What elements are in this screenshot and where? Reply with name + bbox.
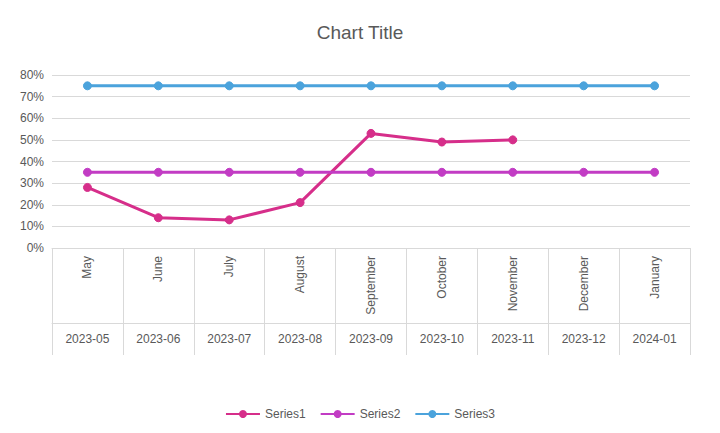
svg-text:2023-06: 2023-06 xyxy=(136,332,180,346)
svg-text:2024-01: 2024-01 xyxy=(633,332,677,346)
svg-text:10%: 10% xyxy=(20,219,44,233)
svg-text:October: October xyxy=(435,256,449,299)
svg-text:20%: 20% xyxy=(20,198,44,212)
svg-text:December: December xyxy=(577,256,591,311)
svg-text:September: September xyxy=(364,256,378,315)
svg-text:June: June xyxy=(151,256,165,282)
svg-text:August: August xyxy=(293,255,307,293)
svg-text:Series2: Series2 xyxy=(360,407,401,421)
svg-text:Chart Title: Chart Title xyxy=(317,22,404,43)
svg-text:0%: 0% xyxy=(27,241,45,255)
svg-text:60%: 60% xyxy=(20,111,44,125)
svg-text:2023-08: 2023-08 xyxy=(278,332,322,346)
svg-text:2023-09: 2023-09 xyxy=(349,332,393,346)
svg-text:40%: 40% xyxy=(20,155,44,169)
svg-text:May: May xyxy=(80,256,94,279)
svg-text:2023-07: 2023-07 xyxy=(207,332,251,346)
svg-text:50%: 50% xyxy=(20,133,44,147)
svg-text:70%: 70% xyxy=(20,90,44,104)
svg-text:July: July xyxy=(222,256,236,277)
svg-text:January: January xyxy=(648,256,662,299)
svg-text:2023-11: 2023-11 xyxy=(491,332,534,346)
svg-text:2023-05: 2023-05 xyxy=(65,332,109,346)
svg-text:Series1: Series1 xyxy=(265,407,306,421)
svg-text:Series3: Series3 xyxy=(454,407,495,421)
svg-text:November: November xyxy=(506,256,520,311)
svg-text:80%: 80% xyxy=(20,68,44,82)
svg-text:30%: 30% xyxy=(20,176,44,190)
svg-text:2023-10: 2023-10 xyxy=(420,332,464,346)
svg-text:2023-12: 2023-12 xyxy=(562,332,606,346)
